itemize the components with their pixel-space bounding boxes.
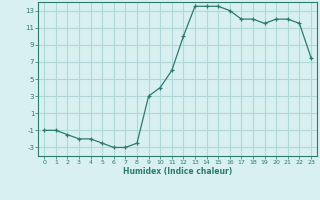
- X-axis label: Humidex (Indice chaleur): Humidex (Indice chaleur): [123, 167, 232, 176]
